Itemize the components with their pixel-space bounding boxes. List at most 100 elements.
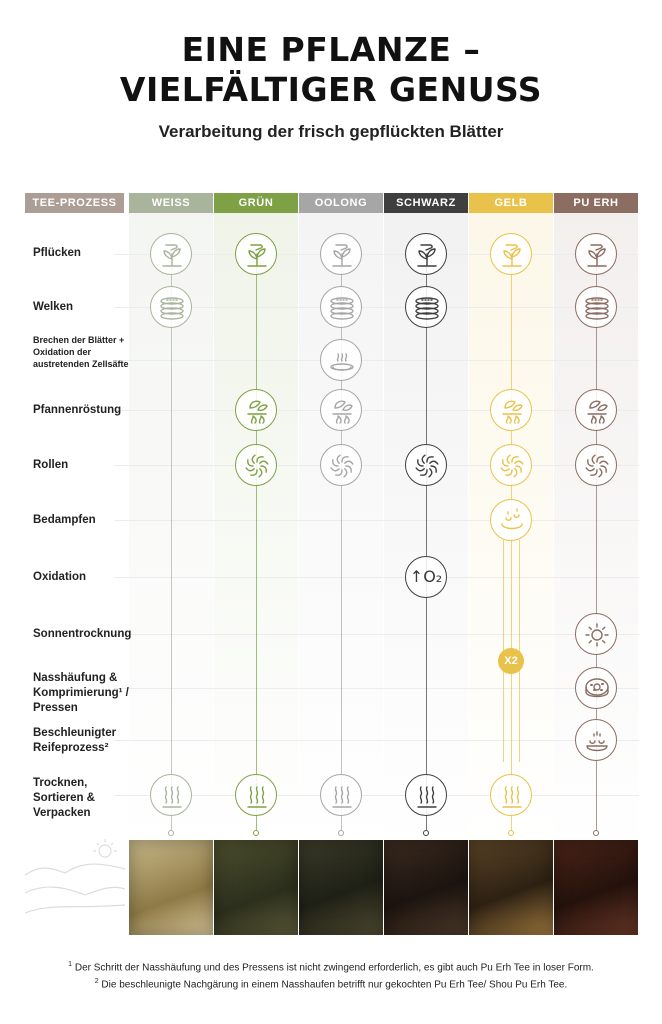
step-label: Pflücken [33, 247, 81, 259]
step-node-pan-roasting-icon [490, 389, 532, 431]
step-node-steaming-dish-icon [320, 339, 362, 381]
footnote-1-text: Der Schritt der Nasshäufung und des Pres… [74, 962, 594, 974]
tea-leaves-image-0 [129, 840, 213, 935]
step-node-withering-trays-icon [150, 286, 192, 328]
oxidation-node [405, 556, 447, 598]
step-label: Sonnentrocknung [33, 628, 132, 640]
row-guide-line [114, 410, 639, 411]
pan-roasting-icon [332, 400, 353, 424]
withering-trays-icon [585, 297, 609, 320]
title-line-2: VIELFÄLTIGER GENUSS [119, 70, 543, 109]
step-node-heat-drying-icon [235, 774, 277, 816]
step-node-heat-drying-icon [320, 774, 362, 816]
row-guide-line [114, 577, 639, 578]
landscape-illustration [24, 835, 126, 935]
pressed-cake-icon [585, 678, 609, 698]
process-end-dot [253, 830, 259, 836]
step-label: Bedampfen [33, 514, 96, 526]
steaming-dish-icon [330, 353, 354, 371]
plant-icon [332, 244, 352, 267]
plant-icon [162, 244, 182, 267]
plant-icon [417, 244, 437, 267]
footnote-2-text: Die beschleunigte Nachgärung in einem Na… [101, 979, 568, 991]
process-end-dot [423, 830, 429, 836]
tea-leaves-image-2 [299, 840, 383, 935]
column-header-oolong: OOLONG [299, 193, 383, 213]
column-header-schwarz: SCHWARZ [384, 193, 468, 213]
row-guide-line [114, 740, 639, 741]
pan-roasting-icon [502, 400, 523, 424]
step-label: Nasshäufung & Komprimierung¹ / Pressen [33, 672, 129, 714]
footnote-1-mark: 1 [68, 961, 73, 968]
process-end-dot [508, 830, 514, 836]
column-header-grün: GRÜN [214, 193, 298, 213]
step-node-plant-icon [235, 233, 277, 275]
plant-icon [247, 244, 267, 267]
step-node-withering-trays-icon [320, 286, 362, 328]
process-line-4 [511, 254, 512, 830]
step-node-pan-roasting-icon [320, 389, 362, 431]
process-line-2 [341, 254, 342, 830]
heat-drying-icon [162, 786, 182, 808]
step-node-pan-roasting-icon [235, 389, 277, 431]
step-node-heat-drying-icon [150, 774, 192, 816]
withering-trays-icon [415, 297, 439, 320]
row-guide-line [114, 254, 639, 255]
row-guide-line [114, 360, 639, 361]
plant-icon [502, 244, 522, 267]
pan-roasting-icon [587, 400, 608, 424]
pan-roasting-icon [247, 400, 268, 424]
step-node-pressed-cake-icon [575, 667, 617, 709]
process-end-dot [168, 830, 174, 836]
step-node-aging-heap-icon [575, 719, 617, 761]
step-node-heat-drying-icon [405, 774, 447, 816]
step-node-rolling-spiral-icon [320, 444, 362, 486]
column-header-weiss: WEISS [129, 193, 213, 213]
heat-drying-icon [247, 786, 267, 808]
landscape-icon [24, 839, 126, 914]
rolling-spiral-icon [415, 454, 439, 478]
step-node-pan-roasting-icon [575, 389, 617, 431]
row-guide-line [114, 307, 639, 308]
step-label: Trocknen, Sortieren & Verpacken [33, 777, 95, 819]
step-label: Pfannenröstung [33, 404, 122, 416]
page-title: EINE PFLANZE – VIELFÄLTIGER GENUSS [0, 30, 662, 110]
footnote-1: 1 Der Schritt der Nasshäufung und des Pr… [0, 961, 662, 973]
step-node-rolling-spiral-icon [405, 444, 447, 486]
step-node-withering-trays-icon [575, 286, 617, 328]
withering-trays-icon [330, 297, 354, 320]
step-node-rolling-spiral-icon [490, 444, 532, 486]
oxidation-icon: ↑O₂ [409, 567, 443, 586]
step-node-plant-icon [490, 233, 532, 275]
row-guide-line [114, 465, 639, 466]
tea-leaves-image-3 [384, 840, 468, 935]
process-line-0 [171, 254, 172, 830]
step-node-sun-icon [575, 613, 617, 655]
row-guide-line [114, 634, 639, 635]
repeat-x2-badge: X2 [498, 648, 524, 674]
step-label: Brechen der Blätter + Oxidation der aust… [33, 335, 129, 369]
step-label: Welken [33, 301, 74, 313]
rolling-spiral-icon [500, 454, 524, 478]
plant-icon [587, 244, 607, 267]
step-label: Rollen [33, 459, 69, 471]
step-node-plant-icon [320, 233, 362, 275]
withering-trays-icon [160, 297, 184, 320]
rolling-spiral-icon [245, 454, 269, 478]
row-guide-line [114, 688, 639, 689]
process-line-1 [256, 254, 257, 830]
tea-leaves-image-5 [554, 840, 638, 935]
heat-drying-icon [332, 786, 352, 808]
step-label: Beschleunigter Reifeprozess² [33, 727, 117, 754]
step-node-rolling-spiral-icon [235, 444, 277, 486]
row-guide-line [114, 520, 639, 521]
step-node-withering-trays-icon [405, 286, 447, 328]
footnote-2-mark: 2 [94, 978, 99, 985]
process-end-dot [593, 830, 599, 836]
column-header-pu-erh: PU ERH [554, 193, 638, 213]
footnote-2: 2 Die beschleunigte Nachgärung in einem … [0, 978, 662, 990]
steaming-icon [501, 508, 523, 530]
step-node-heat-drying-icon [490, 774, 532, 816]
tea-leaves-image-4 [469, 840, 553, 935]
title-line-1: EINE PFLANZE – [181, 30, 481, 69]
